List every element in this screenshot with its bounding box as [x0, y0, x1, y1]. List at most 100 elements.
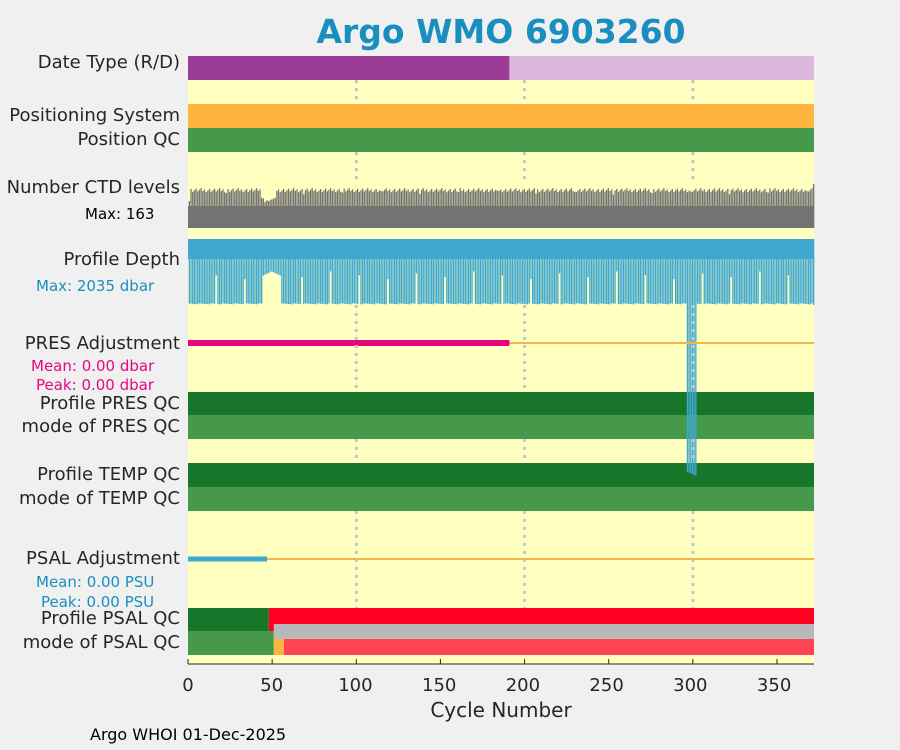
profile-depth-bar: [801, 239, 803, 304]
profile-depth-bar: [528, 239, 530, 304]
profile-depth-bar: [675, 239, 677, 304]
profile-depth-bar: [648, 239, 650, 304]
segment-profile-pres-qc: [188, 392, 814, 415]
profile-depth-bar: [774, 239, 776, 305]
profile-depth-bar: [779, 239, 781, 304]
profile-depth-bar: [380, 239, 382, 304]
profile-depth-bar: [651, 239, 653, 304]
profile-depth-bar: [574, 239, 576, 305]
label-ctd-levels: Number CTD levels: [6, 177, 180, 198]
profile-depth-bar: [634, 239, 636, 304]
profile-depth-bar: [193, 239, 196, 305]
profile-depth-bar: [488, 239, 490, 305]
segment-date-type-r-d: [188, 56, 510, 80]
label-mode-temp-qc: mode of TEMP QC: [18, 488, 180, 509]
profile-depth-bar: [390, 239, 392, 304]
profile-depth-bar: [298, 239, 300, 304]
profile-depth-bar: [385, 239, 387, 305]
profile-depth-bar: [646, 239, 648, 304]
profile-depth-bar: [540, 239, 542, 304]
profile-depth-bar: [749, 239, 751, 305]
profile-depth-bar: [755, 239, 758, 304]
profile-depth-bar: [316, 239, 318, 304]
profile-depth-bar: [378, 239, 381, 304]
profile-depth-bar: [469, 239, 472, 304]
profile-depth-bar: [575, 239, 578, 304]
profile-depth-bar: [585, 239, 588, 305]
profile-depth-bar: [227, 239, 229, 304]
label-positioning-system: Positioning System: [9, 105, 180, 126]
profile-depth-bar: [580, 239, 583, 304]
profile-depth-bar: [405, 239, 408, 305]
label-position-qc: Position QC: [77, 129, 180, 150]
profile-depth-bar: [441, 239, 443, 305]
x-tick-label: 0: [182, 675, 194, 696]
profile-depth-bar: [343, 239, 345, 304]
profile-depth-bar: [449, 239, 451, 304]
profile-depth-bar: [424, 239, 426, 304]
profile-depth-bar: [213, 239, 216, 304]
profile-depth-bar: [392, 239, 394, 304]
profile-depth-bar: [590, 239, 593, 304]
profile-depth-bar: [791, 239, 793, 304]
profile-depth-bar: [643, 239, 645, 305]
profile-depth-bar: [600, 239, 603, 304]
profile-depth-bar: [547, 239, 549, 305]
profile-depth-bar: [508, 239, 510, 304]
profile-depth-bar: [237, 239, 239, 304]
profile-depth-bar: [373, 239, 376, 305]
profile-depth-bar: [526, 239, 529, 305]
profile-depth-bar: [393, 239, 396, 305]
profile-depth-bar: [383, 239, 386, 305]
profile-depth-bar: [762, 239, 764, 305]
profile-depth-bar: [632, 239, 635, 305]
segment-mode-of-pres-qc: [188, 415, 814, 439]
ctd-levels-core: [188, 206, 814, 228]
x-tick-label: 150: [422, 675, 457, 696]
profile-depth-bar: [742, 239, 744, 304]
profile-depth-bar: [636, 239, 638, 304]
profile-depth-bar: [363, 239, 365, 304]
profile-depth-bar: [261, 239, 263, 304]
profile-depth-bar: [425, 239, 428, 304]
profile-depth-bar: [775, 239, 778, 304]
profile-depth-bar: [336, 239, 339, 305]
profile-depth-bar: [259, 239, 261, 304]
profile-depth-bar: [331, 239, 334, 304]
chart-title: Argo WMO 6903260: [316, 12, 686, 51]
profile-depth-bar: [414, 239, 416, 304]
profile-depth-bar: [649, 239, 652, 304]
profile-depth-bar: [523, 239, 525, 305]
x-tick-label: 200: [505, 675, 541, 696]
profile-depth-bar: [239, 239, 241, 304]
profile-depth-bar: [388, 239, 391, 304]
profile-depth-bar: [333, 239, 335, 304]
profile-depth-bar: [515, 239, 517, 305]
profile-depth-bar: [594, 239, 596, 305]
profile-depth-bar: [545, 239, 547, 304]
profile-depth-bar: [483, 239, 485, 304]
pres-adjustment-mean: Mean: 0.00 dbar: [31, 357, 155, 375]
profile-depth-bar: [303, 239, 305, 305]
profile-depth-bar: [447, 239, 450, 304]
profile-depth-bar: [631, 239, 633, 305]
profile-depth-bar: [409, 239, 411, 305]
profile-depth-bar: [407, 239, 409, 305]
profile-depth-bar: [796, 239, 798, 305]
profile-depth-bar: [589, 239, 591, 304]
profile-depth-bar: [750, 239, 753, 305]
profile-depth-bar: [641, 239, 643, 305]
profile-depth-bar: [338, 239, 340, 305]
profile-depth-bar: [690, 239, 692, 474]
profile-depth-bar: [461, 239, 463, 304]
profile-depth-bar: [402, 239, 404, 304]
profile-depth-bar: [299, 239, 302, 305]
profile-depth-bar: [584, 239, 586, 305]
profile-depth-bar: [281, 239, 283, 304]
profile-depth-bar: [207, 239, 209, 305]
profile-depth-bar: [496, 239, 498, 304]
profile-depth-bar: [606, 239, 608, 305]
profile-depth-bar: [377, 239, 379, 304]
profile-depth-bar: [806, 239, 808, 305]
profile-depth-bar: [341, 239, 344, 304]
